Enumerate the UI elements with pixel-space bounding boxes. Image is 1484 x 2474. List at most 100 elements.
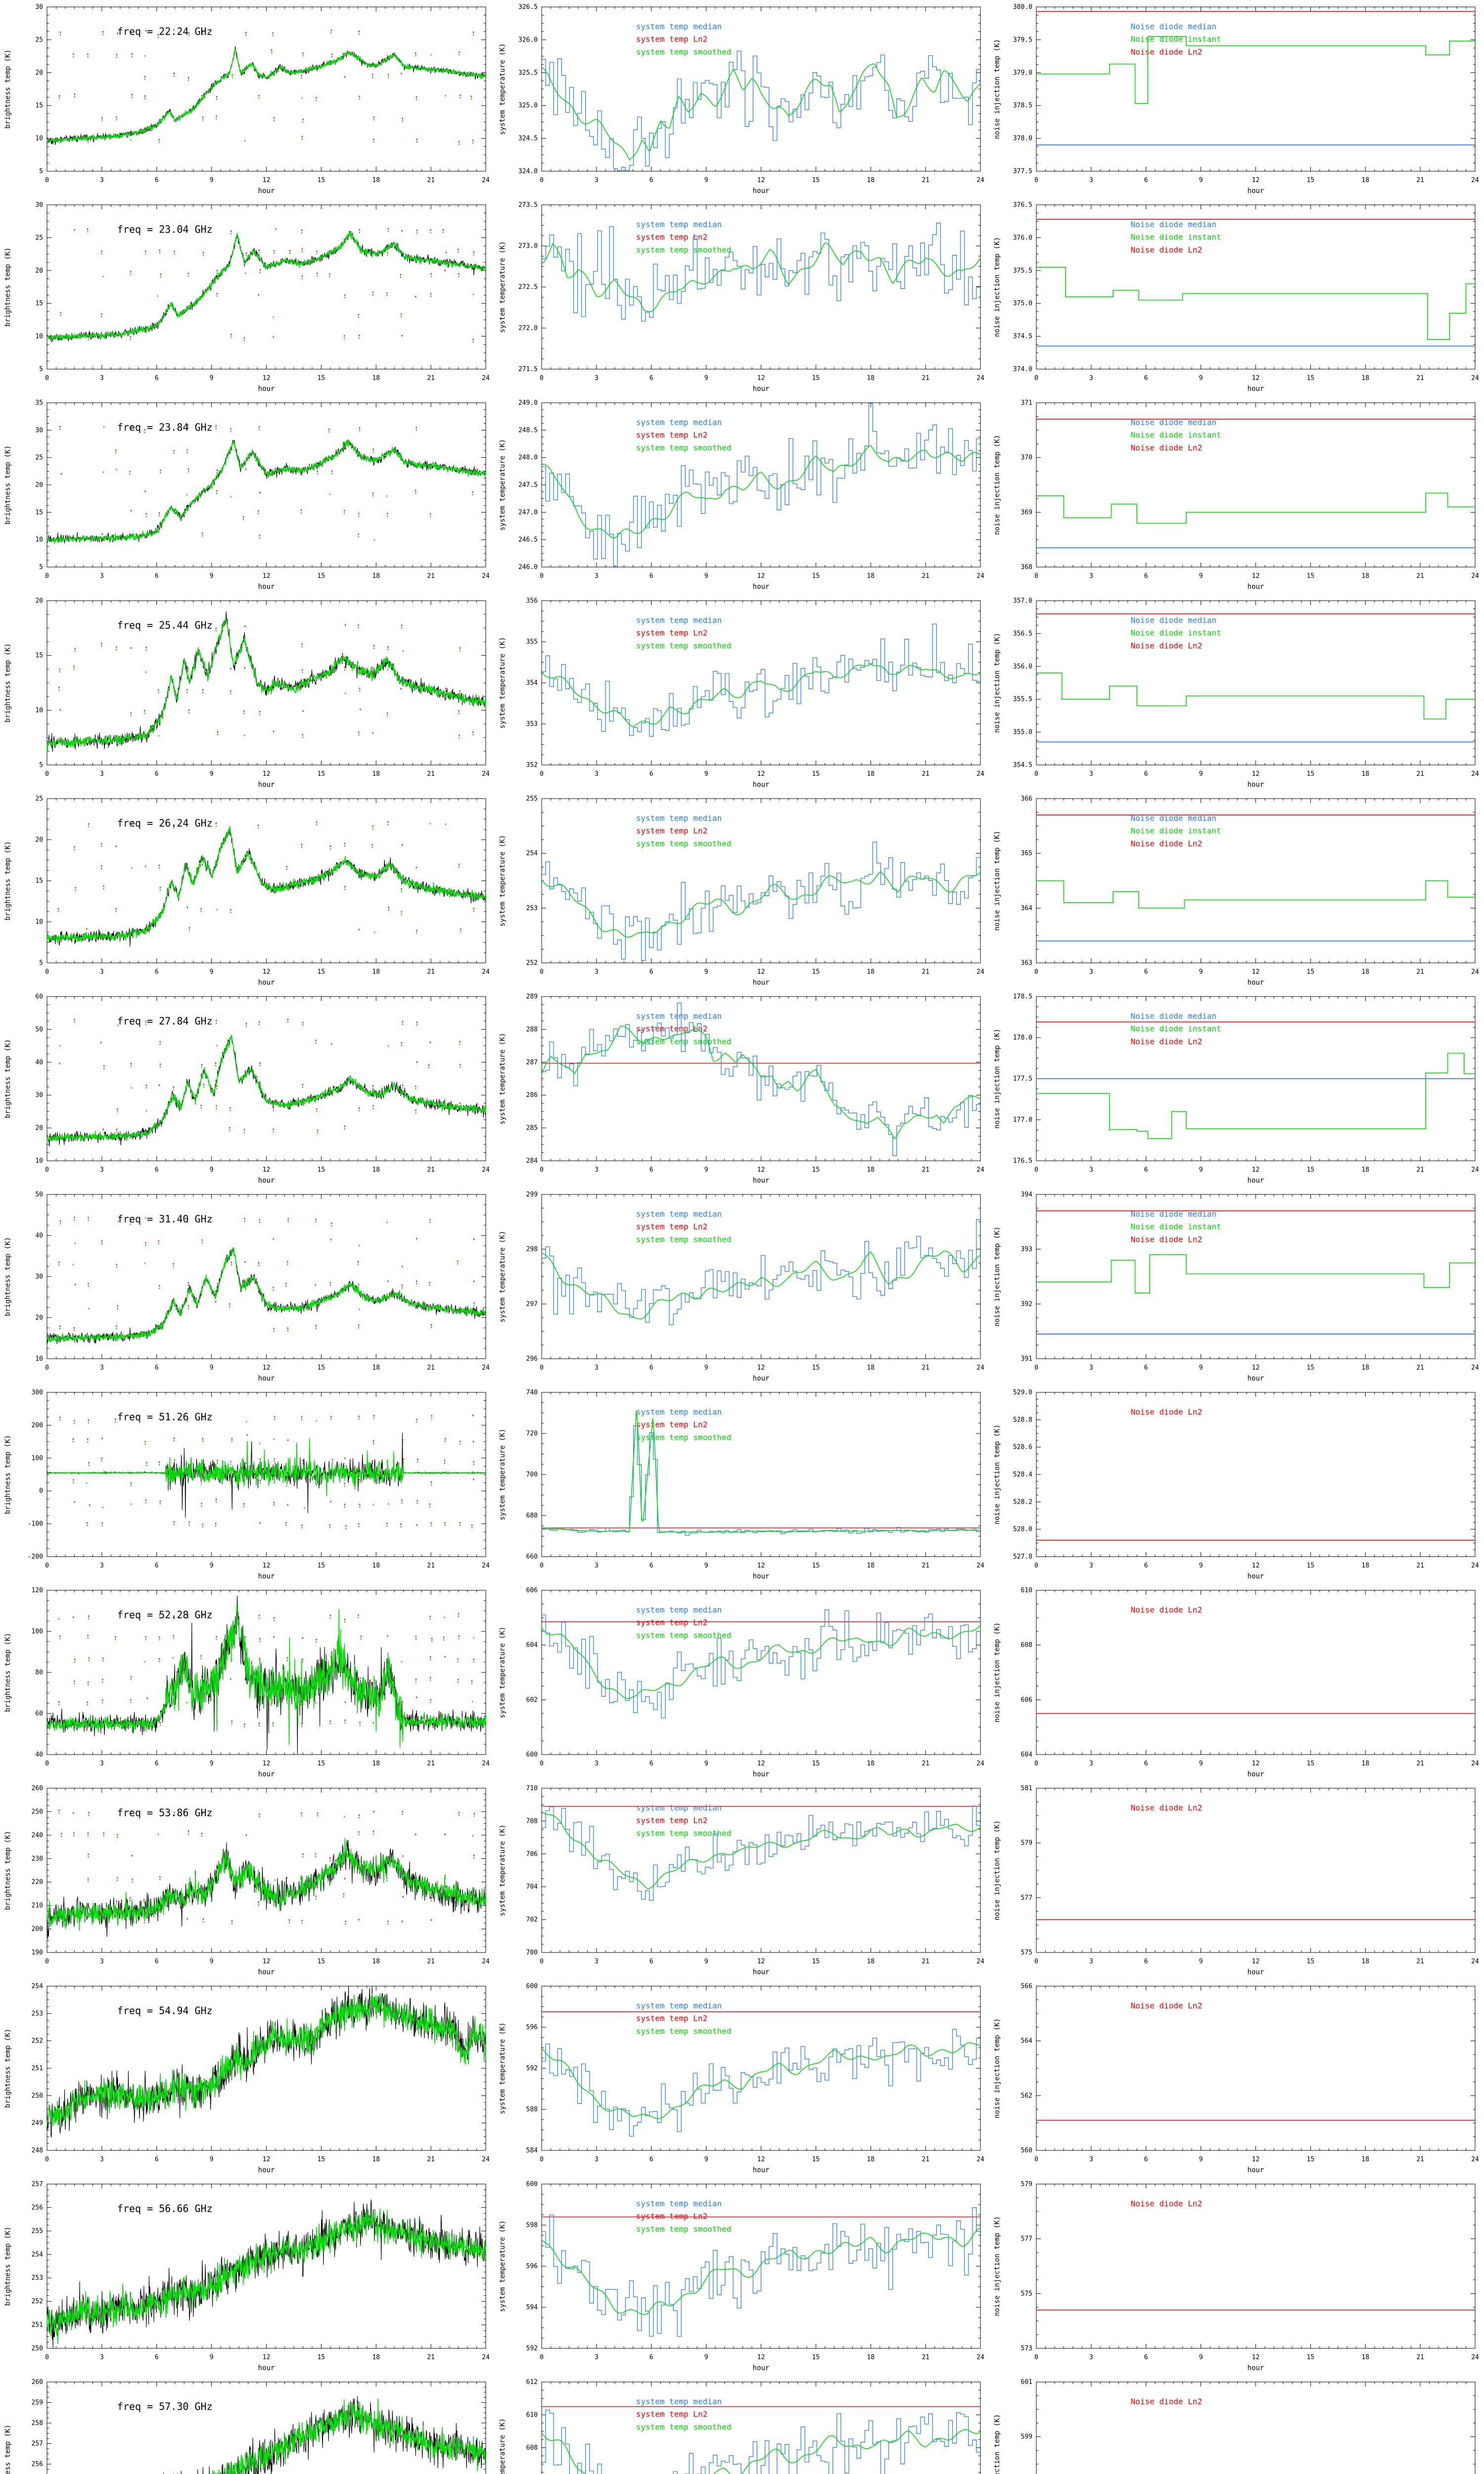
y-tick-label: 273.0 (518, 242, 538, 250)
cal-dot-green (459, 53, 460, 55)
cal-dot-green (187, 427, 188, 428)
x-tick-label: 15 (318, 1166, 325, 1174)
cal-dot-red (273, 336, 274, 338)
x-tick-label: 9 (1199, 1958, 1203, 1965)
cal-dot-green (430, 1701, 431, 1703)
cal-dot-green (387, 515, 388, 517)
x-tick-label: 18 (867, 1760, 875, 1767)
x-tick-label: 9 (704, 1364, 708, 1372)
cal-dot-red (58, 1261, 60, 1263)
x-axis-label: hour (258, 1572, 275, 1580)
y-tick-label: 251 (32, 2065, 43, 2072)
cal-dot-green (430, 232, 431, 234)
cal-dot-green (415, 492, 417, 494)
y-tick-label: 378.0 (1013, 135, 1032, 143)
x-tick-label: 18 (372, 2156, 380, 2163)
cal-dot-green (360, 1638, 362, 1640)
cal-dot-red (344, 1125, 345, 1127)
cal-dot-red (59, 1720, 61, 1722)
cell-row4-system-temp-plot: 352 353 354 355 356 0 3 6 9 12 15 18 21 24 hour system … (495, 594, 989, 792)
cal-dot-green (186, 691, 188, 693)
axes-frame (541, 1590, 981, 1755)
cal-dot-green (417, 1461, 418, 1463)
cal-dot-green (401, 316, 402, 318)
cal-dot-green (386, 1461, 388, 1463)
cal-dot-green (457, 472, 459, 474)
cal-dot-red (202, 1918, 204, 1920)
cal-dot-green (187, 1616, 188, 1618)
cal-dot-green (59, 34, 61, 36)
x-axis-label: hour (258, 385, 275, 393)
system-temp-plot-row13: 60260460660861061203691215182124hoursyst… (499, 2379, 981, 2474)
cal-dot-green (359, 337, 360, 339)
cal-dot-green (115, 910, 117, 912)
cal-dot-green (132, 55, 133, 57)
cal-dot-red (158, 1461, 160, 1463)
y-tick-label: 249.0 (518, 399, 538, 407)
cal-dot-green (458, 1814, 460, 1816)
x-tick-label: 9 (704, 2354, 708, 2361)
cal-dot-red (471, 1524, 473, 1526)
y-tick-label: 560 (1021, 2147, 1032, 2154)
y-tick-label: 200 (32, 1926, 43, 1933)
freq-title: freq = 25.44 GHz (117, 619, 213, 631)
cal-dot-red (473, 1855, 474, 1856)
cal-dot-green (243, 1505, 244, 1507)
cal-dot-red (373, 116, 374, 118)
cal-dot-green (145, 516, 147, 518)
cal-dot-red (400, 274, 401, 276)
cal-dot-red (188, 77, 189, 79)
cal-dot-red (159, 1876, 161, 1878)
y-tick-label: 60 (35, 993, 43, 1000)
cal-dot-red (230, 667, 232, 669)
system-legend-red: system temp Ln2 (636, 1222, 708, 1232)
cal-dot-red (202, 1812, 204, 1814)
cal-dot-red (130, 510, 132, 512)
cal-dot-red (459, 690, 461, 692)
system-legend-green: system temp smoothed (636, 1631, 732, 1640)
system-legend-blue: system temp median (636, 220, 722, 229)
cal-dot-green (460, 1066, 461, 1068)
cal-dot-green (330, 253, 331, 255)
y-tick-label: 356.5 (1013, 630, 1032, 637)
x-tick-label: 12 (1252, 2156, 1260, 2163)
cal-dot-green (472, 493, 473, 495)
y-axis-label: brightness temp (K) (4, 2227, 12, 2306)
y-tick-label: 100 (32, 1628, 43, 1635)
cal-dot-red (416, 1281, 417, 1283)
cal-dot-green (458, 1615, 460, 1617)
x-tick-label: 12 (1252, 1760, 1260, 1767)
cal-dot-red (372, 667, 373, 669)
cal-dot-red (258, 95, 260, 96)
cal-dot-green (159, 1661, 160, 1663)
x-tick-label: 3 (1089, 1562, 1093, 1570)
y-tick-label: 178.0 (1013, 1034, 1032, 1042)
x-tick-label: 12 (263, 968, 271, 976)
cal-dot-green (244, 272, 246, 274)
cal-dot-red (302, 52, 304, 54)
x-tick-label: 12 (263, 1166, 271, 1174)
freq-title: freq = 57.30 GHz (117, 2400, 213, 2412)
cal-dot-red (317, 1129, 318, 1131)
cal-dot-green (344, 1816, 345, 1818)
cal-dot-green (88, 1464, 90, 1466)
y-tick-label: 326.5 (518, 3, 538, 11)
cal-dot-red (415, 1085, 417, 1087)
cal-dot-green (373, 119, 374, 121)
cal-dot-red (88, 1419, 89, 1421)
cal-dot-green (159, 1043, 161, 1045)
system-legend-red: system temp Ln2 (636, 2014, 708, 2023)
x-tick-label: 15 (1307, 375, 1315, 382)
cal-dot-green (216, 1088, 218, 1090)
x-tick-label: 24 (976, 770, 984, 778)
cal-dot-green (117, 1221, 119, 1223)
cal-dot-red (131, 94, 133, 95)
y-axis-label: system temperature (K) (499, 2220, 507, 2312)
cal-dot-green (132, 1881, 133, 1883)
cal-dot-red (73, 666, 75, 667)
cell-row13-brightness-plot: 2522532542552562572582592600369121518212… (0, 2375, 495, 2474)
cal-dot-red (359, 229, 360, 231)
y-tick-label: 325.5 (518, 69, 538, 77)
